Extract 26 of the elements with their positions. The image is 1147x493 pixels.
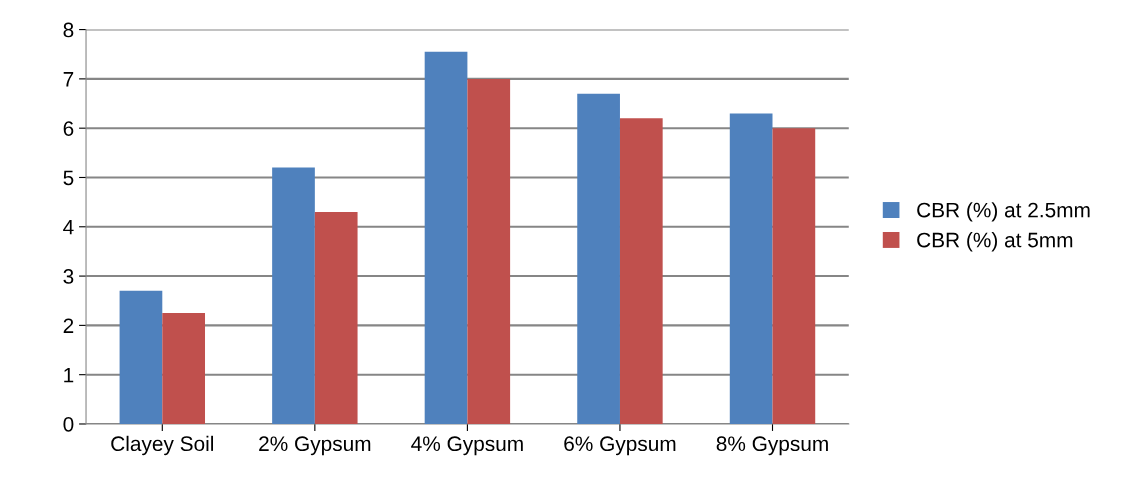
y-tick-label: 2: [63, 318, 74, 333]
bar: [424, 51, 468, 424]
x-tick-label: 4% Gypsum: [411, 436, 523, 456]
bar: [467, 78, 511, 424]
y-tick-label: 3: [63, 269, 74, 284]
y-tick-label: 6: [63, 121, 74, 136]
bar: [162, 313, 206, 424]
bar: [272, 167, 315, 424]
legend-label: CBR (%) at 5mm: [917, 232, 1073, 252]
x-tick-label: Clayey Soil: [111, 435, 214, 456]
bar: [577, 93, 620, 424]
bar: [729, 113, 773, 424]
y-tick-label: 4: [63, 220, 74, 235]
y-tick-label: 0: [63, 416, 74, 432]
y-tick-label: 1: [64, 367, 74, 383]
bar: [772, 128, 816, 424]
y-tick-label: 8: [63, 22, 74, 38]
x-tick-label: 2% Gypsum: [259, 436, 371, 456]
y-tick-label: 7: [63, 72, 74, 87]
legend-label: CBR (%) at 2.5mm: [917, 202, 1090, 222]
bar: [119, 290, 163, 424]
x-tick-label: 8% Gypsum: [716, 436, 828, 456]
y-tick-label: 5: [63, 170, 74, 186]
bar: [619, 118, 663, 424]
x-tick-label: 6% Gypsum: [564, 436, 676, 456]
bar: [314, 211, 358, 424]
